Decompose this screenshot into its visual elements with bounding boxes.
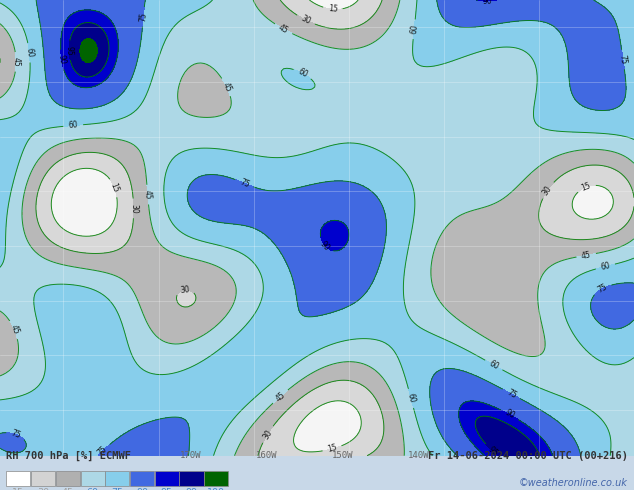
Text: 75: 75 [596,282,609,295]
Text: RH 700 hPa [%] ECMWF: RH 700 hPa [%] ECMWF [6,451,131,462]
Text: 99: 99 [186,488,197,490]
Text: 60: 60 [68,121,79,130]
Text: 140W: 140W [408,451,429,460]
Text: 60: 60 [24,48,34,58]
Text: 60: 60 [405,392,417,404]
Text: 95: 95 [161,488,172,490]
Text: 15: 15 [328,4,338,14]
Text: 45: 45 [143,190,153,200]
Text: 90: 90 [482,0,493,6]
Bar [155,471,179,487]
Text: 90: 90 [503,408,516,421]
Bar [105,471,129,487]
Text: 15: 15 [108,182,120,194]
Text: 95: 95 [486,444,500,458]
Bar [6,471,30,487]
Text: 30: 30 [261,428,274,441]
Text: 75: 75 [618,54,628,65]
Bar [56,471,80,487]
Bar [179,471,204,487]
Text: 45: 45 [277,23,290,35]
Text: 30: 30 [541,183,554,196]
Text: 75: 75 [238,177,250,189]
Text: 150W: 150W [332,451,353,460]
Text: 75: 75 [96,444,109,458]
Text: 60: 60 [600,261,611,272]
Text: 45: 45 [8,323,20,336]
Text: 60: 60 [488,359,500,371]
Bar [81,471,105,487]
Text: 45: 45 [11,57,20,67]
Text: ©weatheronline.co.uk: ©weatheronline.co.uk [519,478,628,488]
Text: 60: 60 [87,488,98,490]
Text: 60: 60 [409,24,419,35]
Text: 75: 75 [505,388,518,400]
Text: 90: 90 [136,488,148,490]
Text: 160W: 160W [256,451,277,460]
Text: Fr 14-06-2024 00:00 UTC (00+216): Fr 14-06-2024 00:00 UTC (00+216) [428,451,628,461]
Text: 170W: 170W [179,451,201,460]
Text: 45: 45 [221,81,233,94]
Text: 30: 30 [179,285,190,295]
Text: 30: 30 [299,14,312,26]
Bar [130,471,154,487]
Text: 90: 90 [56,54,67,65]
Text: 15: 15 [580,181,592,193]
Text: 45: 45 [62,488,74,490]
Text: 45: 45 [581,250,592,261]
Text: 30: 30 [129,203,138,213]
Text: 30: 30 [37,488,49,490]
Text: 100: 100 [207,488,225,490]
Text: 60: 60 [296,67,309,79]
Bar [204,471,228,487]
Bar [31,471,55,487]
Text: 95: 95 [65,46,74,55]
Text: 90: 90 [318,239,332,252]
Text: 15: 15 [327,443,338,454]
Text: 15: 15 [13,488,24,490]
Text: 45: 45 [274,390,287,403]
Text: 75: 75 [112,488,123,490]
Text: 75: 75 [10,429,22,441]
Text: 75: 75 [138,12,148,22]
